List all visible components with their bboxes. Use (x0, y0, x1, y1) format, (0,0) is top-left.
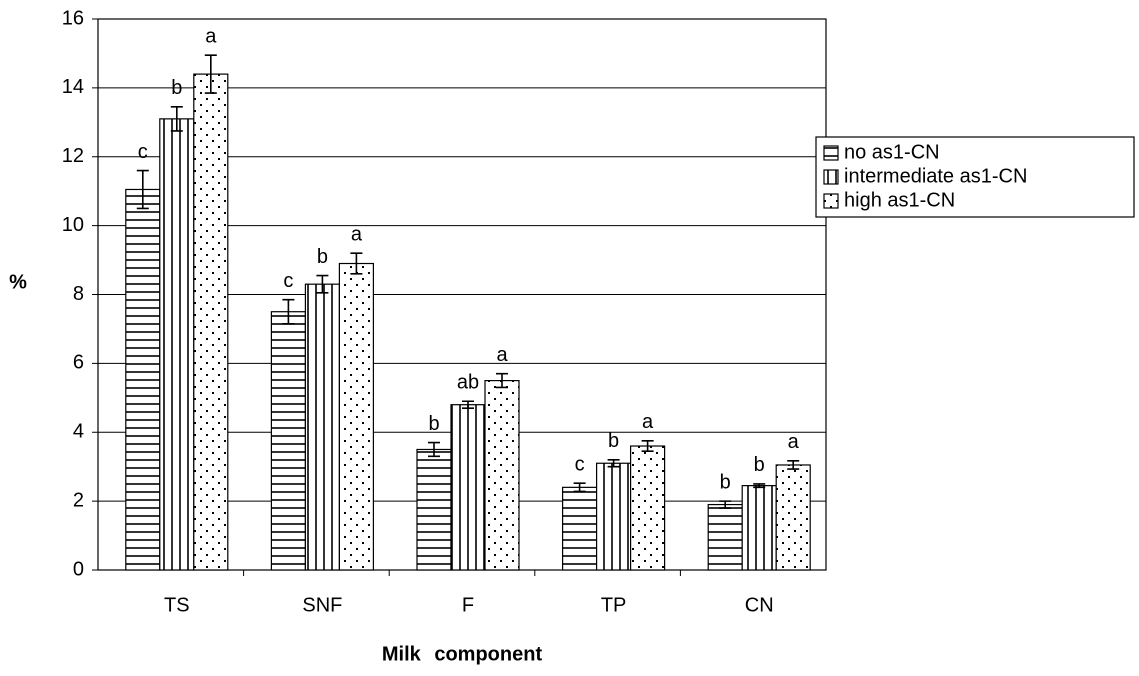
significance-letter: a (496, 344, 508, 366)
x-tick-label: TS (164, 594, 190, 616)
bar (741, 485, 777, 571)
error-bar (204, 54, 217, 94)
error-bar (719, 500, 732, 509)
y-tick-label: 0 (73, 558, 84, 580)
significance-letter: c (138, 141, 148, 163)
bar (561, 486, 598, 571)
legend-label: high as1-CN (844, 189, 955, 211)
x-tick-label: CN (745, 594, 774, 616)
y-tick-label: 4 (73, 421, 84, 443)
bar (304, 283, 340, 571)
y-tick-label: 2 (73, 489, 84, 511)
error-bar (496, 372, 508, 389)
significance-letter: b (428, 413, 439, 435)
error-bar (316, 274, 329, 294)
bar (775, 464, 811, 571)
y-tick-label: 8 (73, 283, 84, 305)
error-bar (753, 483, 766, 489)
error-bar (350, 252, 363, 275)
bar (450, 404, 486, 571)
error-bar (428, 441, 440, 458)
y-tick-label: 14 (62, 76, 84, 98)
significance-letter: b (720, 471, 731, 493)
y-tick-label: 6 (73, 352, 84, 374)
significance-letter: a (642, 411, 654, 433)
error-bar (462, 400, 474, 409)
significance-letter: b (608, 430, 619, 452)
significance-letter: b (171, 77, 182, 99)
error-bar (573, 482, 586, 493)
legend-swatch (823, 145, 839, 161)
significance-letter: b (317, 246, 328, 268)
y-tick-label: 16 (62, 7, 84, 29)
legend-box (815, 136, 1135, 218)
bar (629, 445, 666, 571)
x-tick-label: F (462, 594, 474, 616)
legend-label: intermediate as1-CN (844, 165, 1027, 187)
bar (707, 503, 743, 571)
bar (159, 118, 195, 571)
x-tick-label: SNF (302, 594, 342, 616)
legend-label: no as1-CN (844, 141, 940, 163)
bar (270, 311, 306, 571)
error-bar (787, 460, 800, 470)
x-tick-label: TP (601, 594, 627, 616)
legend-swatch (823, 193, 839, 209)
error-bar (282, 298, 295, 325)
significance-letter: c (283, 270, 293, 292)
y-tick-label: 10 (62, 214, 84, 236)
bar (595, 462, 632, 571)
bar (416, 448, 452, 571)
bar (125, 188, 161, 571)
y-tick-label: 12 (62, 145, 84, 167)
x-axis-label: Milk component (382, 643, 543, 665)
significance-letter: a (205, 25, 217, 47)
significance-letter: a (788, 431, 800, 453)
error-bar (607, 459, 620, 468)
bar (193, 73, 229, 571)
significance-letter: c (575, 453, 585, 475)
significance-letter: b (754, 454, 765, 476)
bar (338, 262, 374, 571)
y-axis-label: % (9, 271, 27, 293)
significance-letter: ab (457, 372, 479, 394)
error-bar (136, 169, 149, 210)
bar (484, 379, 520, 571)
error-bar (170, 106, 183, 132)
significance-letter: a (351, 223, 363, 245)
error-bar (641, 440, 654, 452)
legend-swatch (823, 169, 839, 185)
